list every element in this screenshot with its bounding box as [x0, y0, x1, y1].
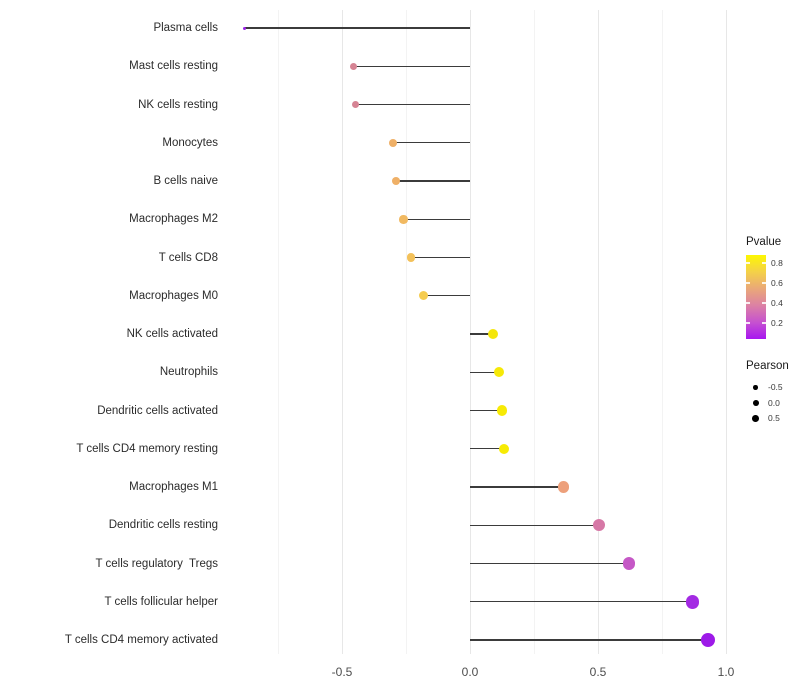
lollipop-dot: [419, 291, 429, 301]
lollipop-dot: [494, 367, 505, 378]
lollipop-dot: [685, 595, 700, 609]
lollipop-stem: [470, 524, 600, 526]
lollipop-dot: [350, 62, 358, 70]
pvalue-tick-mark: [762, 322, 766, 324]
lollipop-dot: [389, 138, 398, 147]
lollipop-stem: [470, 371, 500, 373]
pearson-legend-label: 0.0: [768, 397, 780, 408]
y-axis-label: Macrophages M2: [129, 213, 218, 226]
pvalue-tick-mark: [746, 282, 750, 284]
lollipop-dot: [557, 481, 570, 493]
lollipop-dot: [496, 405, 508, 416]
y-axis-label: Dendritic cells activated: [97, 404, 218, 417]
lollipop-dot: [488, 329, 499, 339]
y-axis-label: NK cells activated: [126, 328, 218, 340]
y-axis-label: Dendritic cells resting: [108, 519, 218, 532]
lollipop-stem: [355, 103, 470, 106]
lollipop-dot: [391, 177, 400, 185]
major-gridline: [598, 10, 599, 654]
major-gridline: [342, 10, 343, 654]
pvalue-tick-mark: [762, 262, 766, 264]
pearson-legend-label: -0.5: [768, 382, 783, 393]
pvalue-tick-label: 0.4: [771, 298, 783, 308]
y-axis-label: T cells regulatory Tregs: [95, 557, 218, 570]
lollipop-stem: [244, 27, 470, 29]
y-axis-label: Monocytes: [162, 136, 218, 149]
pvalue-tick-label: 0.2: [771, 318, 783, 328]
lollipop-dot: [700, 632, 716, 648]
pearson-legend-dot: [753, 384, 759, 390]
lollipop-stem: [470, 639, 709, 641]
lollipop-stem: [470, 562, 630, 565]
lollipop-stem: [423, 295, 470, 297]
lollipop-dot: [593, 519, 606, 532]
lollipop-stem: [470, 448, 504, 450]
major-gridline: [726, 10, 727, 654]
pvalue-tick-mark: [762, 302, 766, 304]
lollipop-stem: [393, 142, 470, 144]
pvalue-tick-mark: [746, 322, 750, 324]
y-axis-label: Macrophages M1: [129, 481, 218, 493]
y-axis-label: T cells CD4 memory activated: [64, 634, 218, 646]
lollipop-stem: [470, 409, 502, 412]
lollipop-stem: [470, 486, 564, 488]
pvalue-tick-mark: [746, 262, 750, 264]
minor-gridline: [534, 10, 535, 654]
y-axis-label: B cells naive: [153, 175, 218, 187]
lollipop-dot: [399, 215, 408, 224]
x-axis-tick-label: 0.0: [461, 665, 479, 679]
lollipop-dot: [622, 557, 636, 570]
lollipop-stem: [411, 256, 470, 259]
minor-gridline: [406, 10, 407, 654]
y-axis-label: Mast cells resting: [129, 60, 218, 73]
pvalue-gradient-bar: [746, 255, 766, 339]
x-axis-tick-label: 1.0: [717, 665, 735, 679]
pearson-legend-label: 0.5: [768, 413, 780, 424]
y-axis-label: T cells CD8: [158, 251, 218, 264]
pvalue-tick-mark: [762, 282, 766, 284]
lollipop-stem: [470, 333, 494, 335]
y-axis-label: NK cells resting: [138, 98, 218, 111]
pvalue-tick-mark: [746, 302, 750, 304]
lollipop-stem: [395, 180, 470, 182]
x-axis-tick-label: -0.5: [331, 665, 353, 679]
pearson-legend-title: Pearson: [746, 360, 789, 372]
minor-gridline: [278, 10, 279, 654]
y-axis-label: T cells CD4 memory resting: [76, 442, 218, 455]
lollipop-dot: [406, 253, 416, 262]
pearson-legend-dot: [752, 399, 759, 406]
major-gridline: [470, 10, 471, 654]
y-axis-label: Macrophages M0: [129, 289, 218, 302]
y-axis-label: Neutrophils: [159, 366, 218, 379]
pearson-legend-dot: [752, 414, 760, 422]
lollipop-stem: [403, 218, 470, 220]
x-axis-tick-label: 0.5: [589, 665, 607, 679]
lollipop-stem: [470, 601, 693, 603]
lollipop-dot: [498, 443, 510, 454]
lollipop-dot: [351, 100, 360, 109]
lollipop-dot: [243, 26, 247, 30]
pvalue-legend-title: Pvalue: [746, 236, 782, 248]
y-axis-label: Plasma cells: [153, 22, 218, 34]
lollipop-stem: [353, 65, 470, 67]
y-axis-label: T cells follicular helper: [104, 595, 218, 608]
pvalue-tick-label: 0.6: [771, 278, 783, 288]
minor-gridline: [662, 10, 663, 654]
pvalue-tick-label: 0.8: [771, 258, 783, 268]
